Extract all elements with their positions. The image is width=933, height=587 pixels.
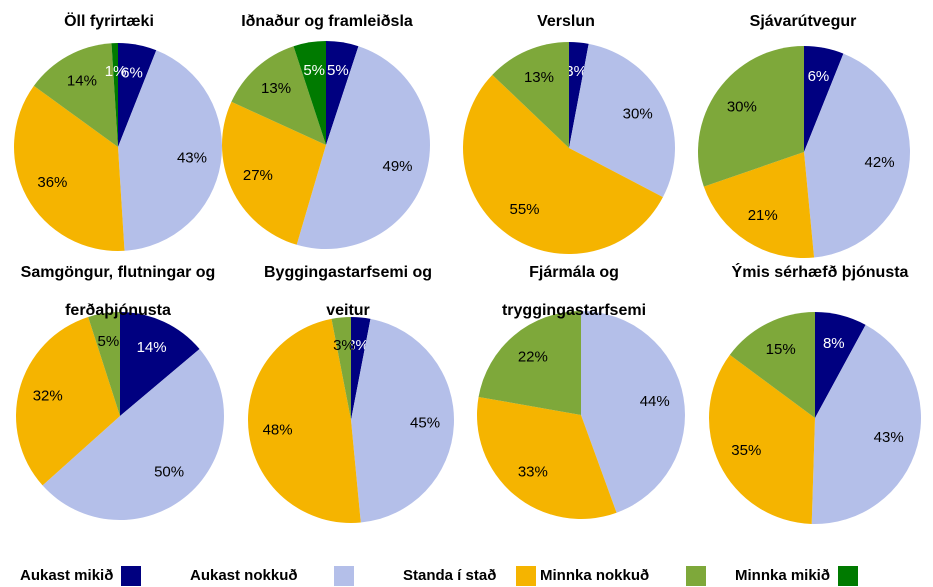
pie-slice: [42, 349, 225, 521]
pie-title: Öll fyrirtæki: [64, 13, 154, 30]
slice-label: 3%: [565, 63, 587, 80]
pie-title: Verslun: [537, 13, 595, 30]
legend-label: Aukast nokkuð: [190, 567, 298, 584]
slice-label: 5%: [327, 62, 349, 79]
pie-slice: [293, 41, 326, 145]
slice-label: 42%: [865, 154, 895, 171]
legend-label: Aukast mikið: [20, 567, 113, 584]
pie-slice: [569, 43, 676, 198]
legend-swatch: [838, 566, 858, 586]
pie-title: Byggingastarfsemi og veitur: [263, 264, 433, 319]
slice-label: 3%: [347, 337, 369, 354]
pie-title: Fjármála og tryggingastarfsemi: [501, 264, 647, 319]
pie-slice: [492, 42, 569, 148]
slice-label: 22%: [518, 349, 548, 366]
pie-slice: [16, 316, 121, 486]
slice-label: 48%: [263, 422, 293, 439]
slice-label: 13%: [524, 69, 554, 86]
pie-slice: [698, 46, 804, 187]
pie-slice: [569, 42, 589, 148]
pie-title: Ýmis sérhæfð þjónusta: [731, 264, 909, 281]
legend-swatch: [516, 566, 536, 586]
slice-label: 33%: [518, 463, 548, 480]
slice-label: 8%: [823, 335, 845, 352]
pie-slice: [729, 312, 815, 418]
legend-label: Minnka nokkuð: [540, 567, 649, 584]
pie-slice: [296, 46, 430, 249]
slice-label: 6%: [808, 68, 830, 85]
slice-label: 44%: [640, 393, 670, 410]
pie-title: Samgöngur, flutningar og ferðaþjónusta: [20, 264, 216, 319]
slice-label: 30%: [727, 99, 757, 116]
slice-label: 5%: [303, 62, 325, 79]
pie-slice: [462, 74, 663, 255]
pie-slice: [13, 85, 125, 252]
slice-label: 43%: [874, 429, 904, 446]
slice-label: 45%: [410, 414, 440, 431]
slice-label: 14%: [67, 72, 97, 89]
slice-label: 50%: [154, 463, 184, 480]
slice-label: 27%: [243, 167, 273, 184]
pie-title: Iðnaður og framleiðsla: [241, 13, 413, 30]
pie-slice: [703, 152, 815, 258]
pie-slice: [326, 41, 359, 145]
pie-slice: [351, 317, 371, 420]
legend-label: Minnka mikið: [735, 567, 830, 584]
legend-swatch: [334, 566, 354, 586]
slice-label: 55%: [510, 201, 540, 218]
pie-slice: [331, 317, 351, 420]
slice-label: 3%: [333, 337, 355, 354]
pie-slice: [476, 396, 617, 519]
pie-slice: [804, 46, 844, 152]
pie-title: Sjávarútvegur: [749, 13, 857, 30]
pie-slice: [247, 318, 361, 523]
pie-slice: [231, 46, 326, 145]
pie-slice: [221, 101, 326, 245]
slice-label: 15%: [766, 341, 796, 358]
slice-label: 32%: [33, 387, 63, 404]
pie-slice: [581, 311, 685, 513]
legend-swatch: [121, 566, 141, 586]
pie-slice: [33, 43, 119, 148]
slice-label: 14%: [137, 339, 167, 356]
pie-slice: [478, 311, 581, 415]
legend-label: Standa í stað: [403, 567, 496, 584]
slice-label: 6%: [121, 64, 143, 81]
pie-slice: [811, 324, 922, 525]
slice-label: 13%: [261, 80, 291, 97]
pie-slice: [111, 43, 118, 147]
legend-swatch: [686, 566, 706, 586]
pie-slice: [88, 312, 120, 416]
slice-label: 43%: [177, 150, 207, 167]
slice-label: 21%: [748, 207, 778, 224]
slice-label: 30%: [623, 106, 653, 123]
slice-label: 1%: [105, 63, 127, 80]
pie-slice: [709, 354, 815, 524]
pie-slice: [120, 312, 200, 416]
pie-slice: [118, 43, 157, 147]
slice-label: 49%: [382, 158, 412, 175]
pie-slice: [351, 318, 455, 523]
slice-label: 36%: [37, 174, 67, 191]
slice-label: 5%: [98, 333, 120, 350]
pie-slice: [804, 53, 911, 258]
pie-slice: [815, 312, 866, 418]
slice-label: 35%: [731, 442, 761, 459]
pie-slice: [118, 50, 222, 251]
